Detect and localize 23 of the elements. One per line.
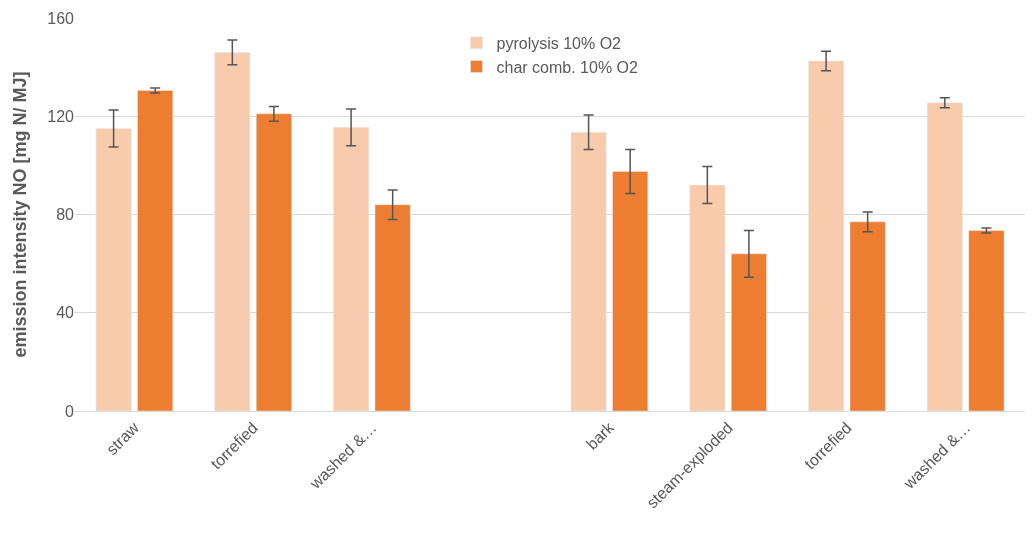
bar <box>968 230 1005 411</box>
bar <box>214 52 251 411</box>
bar <box>137 90 174 411</box>
y-tick-label: 120 <box>47 107 75 125</box>
y-tick-label: 160 <box>47 9 75 27</box>
bar <box>926 102 963 411</box>
bar <box>374 204 411 411</box>
bar <box>808 60 845 411</box>
bar <box>612 171 649 411</box>
bar <box>849 221 886 411</box>
y-tick-label: 80 <box>56 206 75 224</box>
bar <box>689 184 726 411</box>
legend-label: char comb. 10% O2 <box>496 58 638 76</box>
x-tick-label: bark <box>583 418 618 453</box>
y-axis-title: emission intensity NO [mg N/ MJ] <box>10 71 31 358</box>
bar <box>333 127 370 411</box>
y-tick-label: 40 <box>56 304 75 322</box>
y-tick-label: 0 <box>65 402 75 420</box>
bar <box>95 128 132 411</box>
legend-label: pyrolysis 10% O2 <box>496 35 622 52</box>
bar <box>255 113 292 411</box>
bar <box>730 253 767 411</box>
bar <box>570 131 607 411</box>
